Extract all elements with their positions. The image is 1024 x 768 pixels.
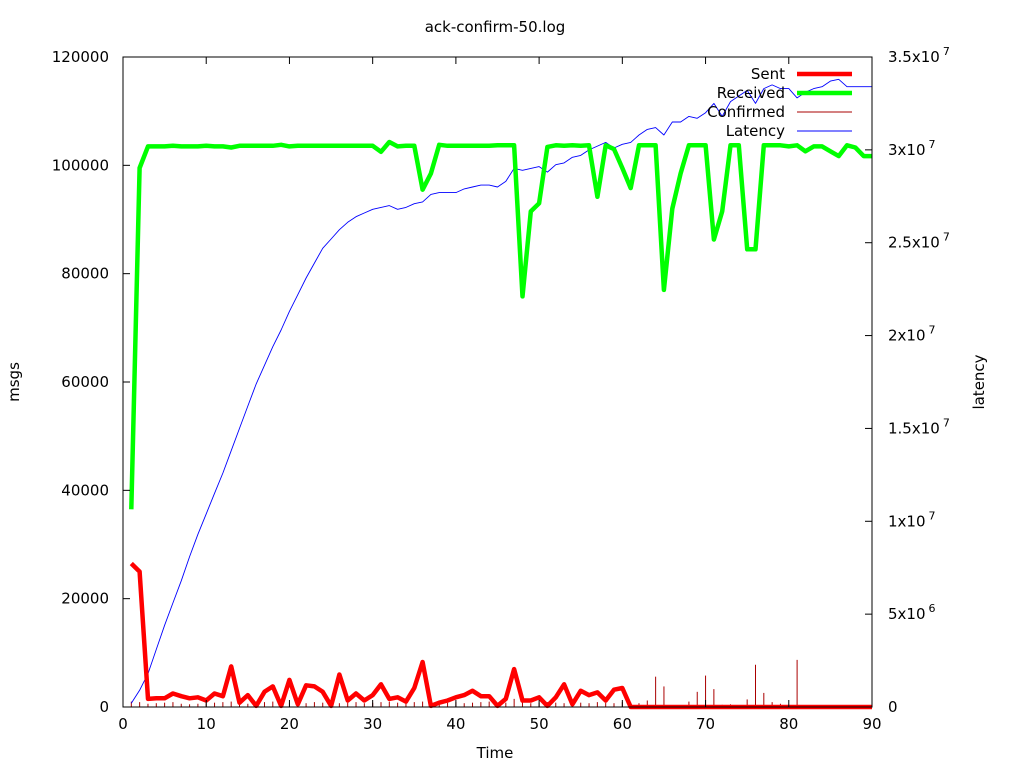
x-tick-label: 80 (779, 715, 798, 733)
y2-axis-label: latency (970, 354, 988, 409)
received-line (129, 139, 872, 510)
y-axis: 0 20000 40000 60000 80000 100000 120000 (52, 48, 130, 716)
y2-tick-label: 5x10 6 (888, 602, 936, 623)
x-tick-label: 90 (862, 715, 881, 733)
y-tick-label: 0 (99, 698, 109, 716)
plot-frame (122, 56, 873, 708)
x-axis: 0 10 20 30 40 50 60 70 80 90 (118, 57, 882, 733)
x-tick-label: 10 (197, 715, 216, 733)
y2-tick-label: 3.5x10 7 (888, 45, 950, 66)
x-axis-label: Time (476, 744, 514, 762)
y-axis-label: msgs (5, 362, 23, 402)
y2-axis: 0 5x10 6 1x10 7 1.5x10 7 2x10 7 2.5x10 7 3x10 7 3.5x1… (865, 45, 950, 716)
x-tick-label: 30 (363, 715, 382, 733)
sent-line (129, 561, 872, 710)
y2-tick-label: 1.5x10 7 (888, 416, 950, 437)
x-tick-label: 0 (118, 715, 128, 733)
legend-label: Confirmed (707, 103, 785, 121)
legend-label: Latency (726, 122, 785, 140)
x-tick-label: 50 (530, 715, 549, 733)
legend-label: Received (717, 84, 785, 102)
x-tick-label: 40 (446, 715, 465, 733)
y-tick-label: 20000 (61, 590, 109, 608)
y2-tick-label: 2x10 7 (888, 324, 936, 345)
series-lines (129, 78, 873, 710)
x-tick-label: 70 (696, 715, 715, 733)
y-tick-label: 100000 (52, 156, 109, 174)
y-tick-label: 40000 (61, 481, 109, 499)
y2-tick-label: 2.5x10 7 (888, 231, 950, 252)
y-tick-label: 120000 (52, 48, 109, 66)
y2-tick-label: 1x10 7 (888, 509, 936, 530)
y2-tick-label: 3x10 7 (888, 138, 936, 159)
y2-tick-label: 0 (888, 698, 898, 716)
x-tick-label: 20 (280, 715, 299, 733)
x-tick-label: 60 (613, 715, 632, 733)
latency-line (130, 78, 872, 704)
chart-title: ack-confirm-50.log (425, 18, 566, 36)
y-tick-label: 60000 (61, 373, 109, 391)
y-tick-label: 80000 (61, 265, 109, 283)
legend-label: Sent (751, 65, 785, 83)
